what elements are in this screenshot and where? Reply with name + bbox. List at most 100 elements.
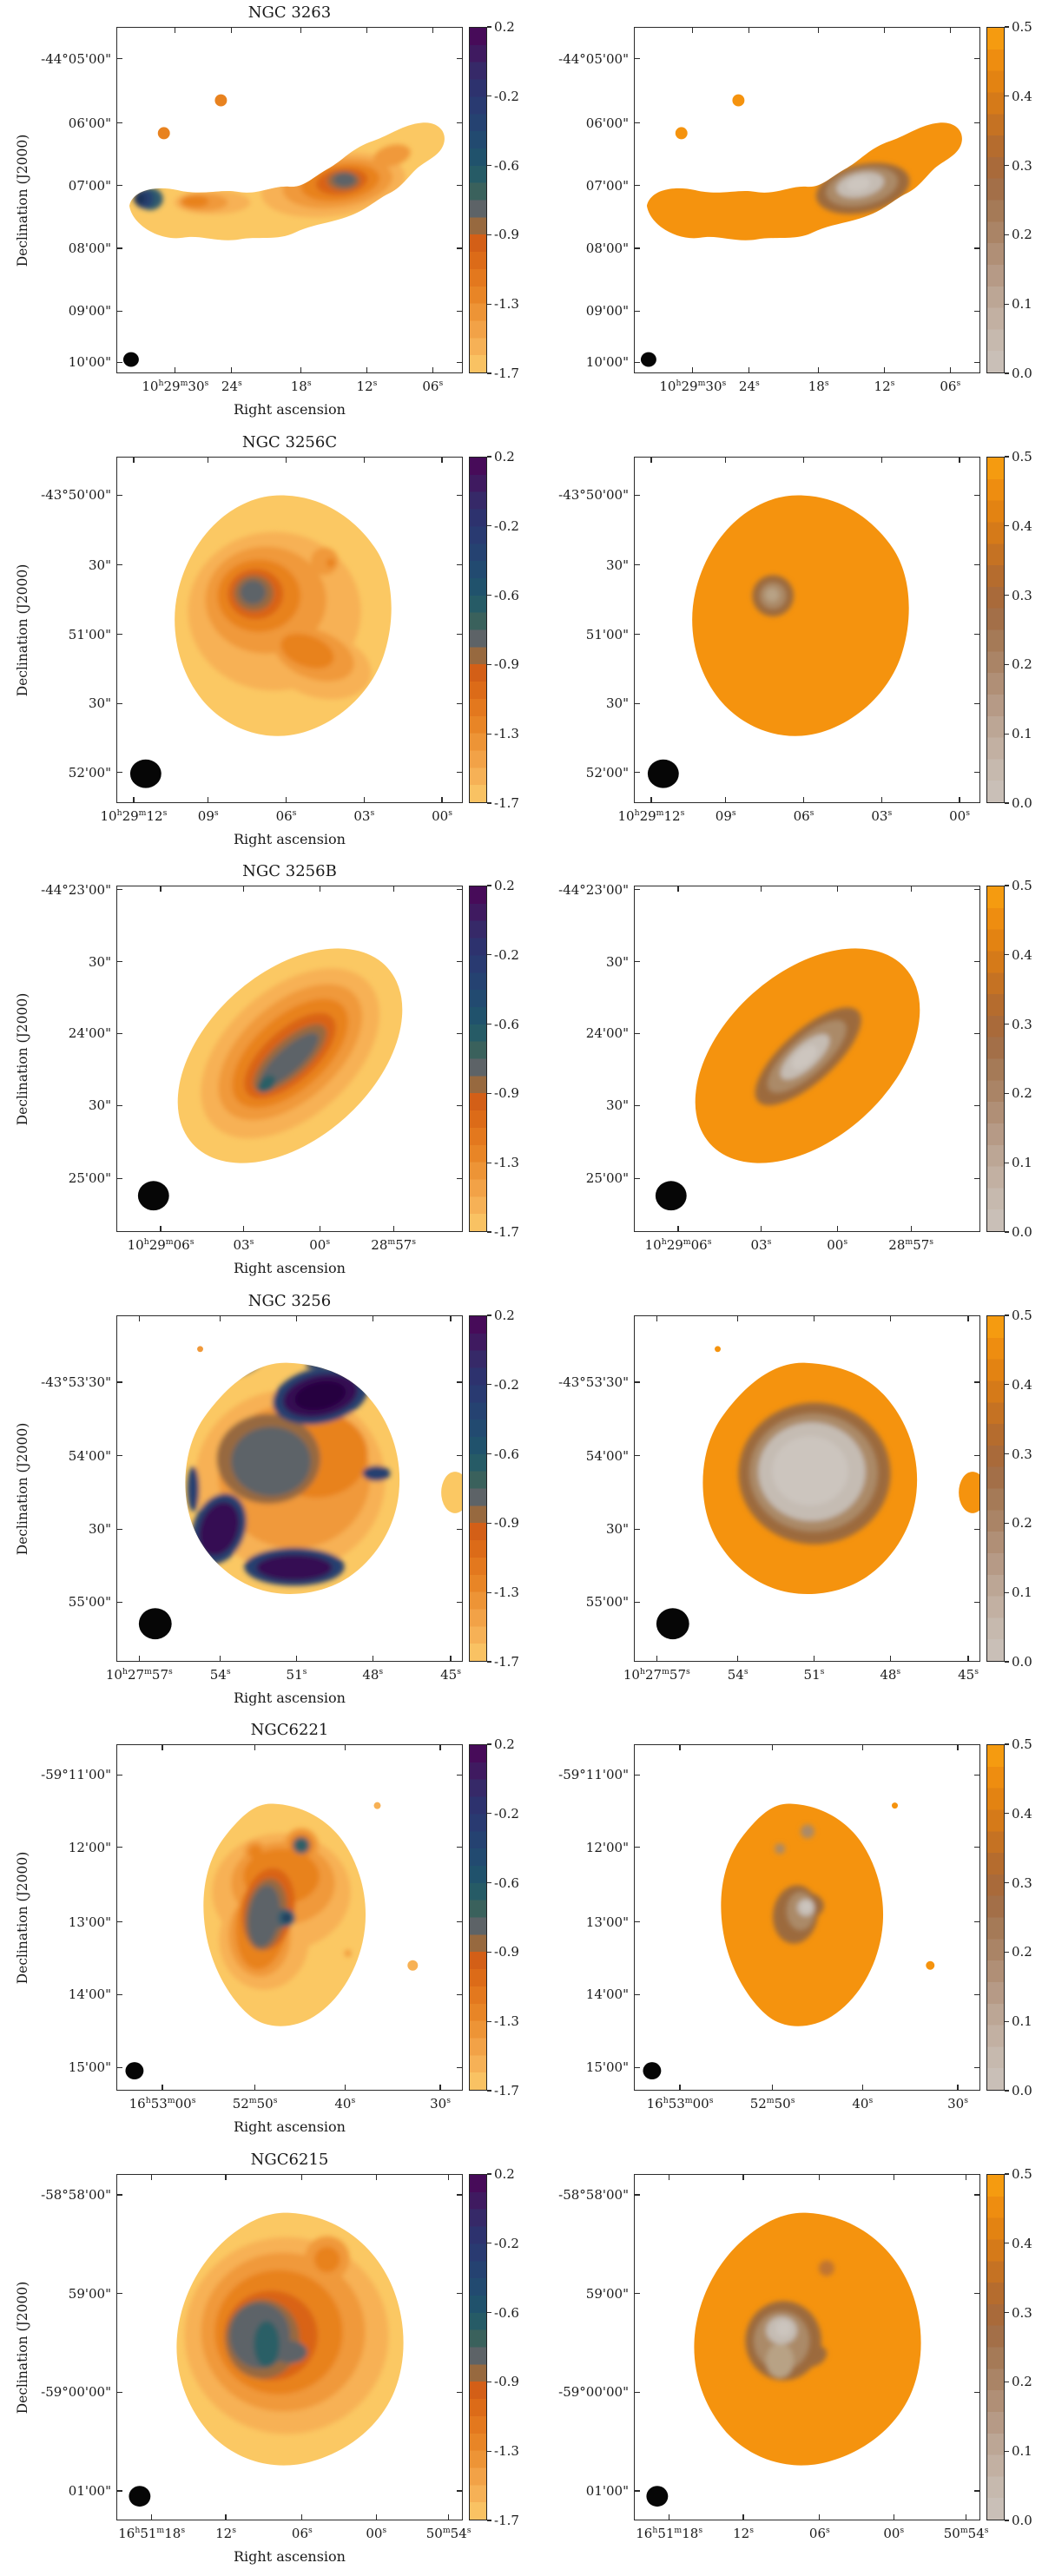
beam-icon <box>646 2486 669 2507</box>
colorbar-tick-label: -0.6 <box>494 1446 519 1462</box>
x-tick-label: 10h29m30s <box>659 379 727 394</box>
colorbar-tick-mark <box>487 954 491 956</box>
colorbar-tick-label: -0.2 <box>494 1376 519 1393</box>
x-tick-mark <box>439 2085 441 2091</box>
colorbar-tick-label: 0.5 <box>1012 19 1032 35</box>
y-tick-mark <box>634 1104 640 1106</box>
x-tick-mark <box>861 1744 863 1750</box>
colorbar-tick-label: 0.2 <box>1012 1515 1032 1532</box>
colorbar-tick-label: 0.4 <box>1012 88 1032 104</box>
beam-icon <box>640 352 656 367</box>
colorbar-tick-label: 0.3 <box>1012 587 1032 603</box>
galaxy-map <box>647 495 909 788</box>
x-tick-mark <box>656 1315 657 1321</box>
y-tick-label: 30" <box>606 1521 629 1538</box>
y-tick-label: -58°58'00" <box>558 2186 629 2203</box>
y-tick-mark <box>974 1993 980 1996</box>
x-tick-label: 48s <box>880 1667 901 1683</box>
y-tick-mark <box>457 1993 463 1996</box>
y-tick-label: 52'00" <box>68 764 111 781</box>
colorbar-tick-mark <box>487 1384 491 1386</box>
y-tick-mark <box>116 58 122 60</box>
colorbar <box>986 886 1005 1232</box>
colorbar-tick-label: 0.2 <box>494 1308 515 1323</box>
y-tick-mark <box>634 2391 640 2393</box>
colorbar <box>469 27 487 373</box>
x-tick-mark <box>760 886 762 892</box>
x-tick-mark <box>363 457 365 463</box>
y-tick-mark <box>116 247 122 249</box>
y-tick-mark <box>634 2490 640 2492</box>
colorbar-tick-label: 0.3 <box>1012 1446 1032 1462</box>
colorbar-tick-label: 0.2 <box>1012 1944 1032 1960</box>
y-tick-mark <box>634 634 640 636</box>
colorbar-tick-mark <box>487 1453 491 1455</box>
x-tick-label: 10h27m57s <box>105 1667 173 1683</box>
x-tick-mark <box>737 1315 739 1321</box>
x-axis-label: Right ascension <box>234 401 346 418</box>
panel-title: NGC 3263 <box>247 3 332 22</box>
x-tick-label: 00s <box>827 1237 848 1253</box>
galaxy-map <box>129 495 392 788</box>
x-tick-label: 00s <box>883 2526 905 2541</box>
x-tick-mark <box>818 367 820 373</box>
y-tick-label: 08'00" <box>585 240 629 256</box>
colorbar-tick-mark <box>487 885 491 886</box>
x-tick-mark <box>220 1656 221 1662</box>
colorbar-tick-mark <box>1005 663 1009 665</box>
colorbar-tick-label: 0.5 <box>1012 2166 1032 2182</box>
x-tick-label: 51s <box>286 1667 307 1683</box>
y-tick-mark <box>974 1921 980 1923</box>
colorbar-tick-mark <box>487 2450 491 2452</box>
colorbar <box>469 886 487 1232</box>
galaxy-map <box>656 1346 979 1640</box>
y-tick-label: 10'00" <box>585 354 629 371</box>
y-tick-mark <box>974 2293 980 2295</box>
y-tick-mark <box>457 1381 463 1383</box>
x-tick-mark <box>679 1744 681 1750</box>
x-tick-mark <box>242 886 245 892</box>
y-tick-mark <box>634 494 640 496</box>
x-tick-label: 09s <box>715 808 736 824</box>
colorbar-tick-label: -0.6 <box>494 587 519 603</box>
colorbar <box>469 1315 487 1662</box>
colorbar-tick-mark <box>487 1813 491 1815</box>
x-tick-mark <box>889 1656 891 1662</box>
x-tick-label: 10h29m06s <box>127 1237 195 1253</box>
x-tick-label: 16h51m18s <box>118 2526 186 2541</box>
colorbar-tick-mark <box>1005 954 1009 956</box>
y-tick-mark <box>116 889 122 891</box>
colorbar-tick-label: -0.9 <box>494 1085 519 1102</box>
x-tick-label: 28m57s <box>888 1237 934 1253</box>
x-tick-label: 48s <box>362 1667 384 1683</box>
panel-title: NGC6215 <box>250 2151 329 2169</box>
y-tick-mark <box>974 961 980 963</box>
colorbar-tick-label: 0.0 <box>1012 1654 1032 1670</box>
colorbar-tick-mark <box>1005 1453 1009 1455</box>
y-tick-mark <box>974 122 980 124</box>
colorbar-tick-label: 0.0 <box>1012 2083 1032 2098</box>
x-tick-label: 24s <box>738 379 760 394</box>
x-tick-label: 18s <box>290 379 312 394</box>
plot-box <box>116 2174 463 2520</box>
y-tick-mark <box>116 634 122 636</box>
x-tick-label: 40s <box>334 2096 356 2112</box>
colorbar-tick-mark <box>1005 1813 1009 1815</box>
x-tick-mark <box>344 1744 346 1750</box>
x-tick-mark <box>772 1744 774 1750</box>
y-tick-mark <box>974 2194 980 2196</box>
y-tick-label: -44°23'00" <box>41 881 111 898</box>
y-tick-mark <box>457 1032 463 1034</box>
y-tick-mark <box>634 1177 640 1179</box>
x-tick-mark <box>861 2085 863 2091</box>
colorbar-tick-label: -0.6 <box>494 1016 519 1032</box>
y-tick-mark <box>634 58 640 60</box>
y-tick-mark <box>974 185 980 187</box>
y-tick-mark <box>116 2194 122 2196</box>
panel-title: NGC 3256 <box>247 1292 332 1310</box>
plot-box <box>116 1744 463 2091</box>
y-tick-mark <box>634 1528 640 1530</box>
x-tick-mark <box>679 2085 681 2091</box>
y-tick-mark <box>974 1032 980 1034</box>
x-tick-mark <box>295 1315 298 1321</box>
